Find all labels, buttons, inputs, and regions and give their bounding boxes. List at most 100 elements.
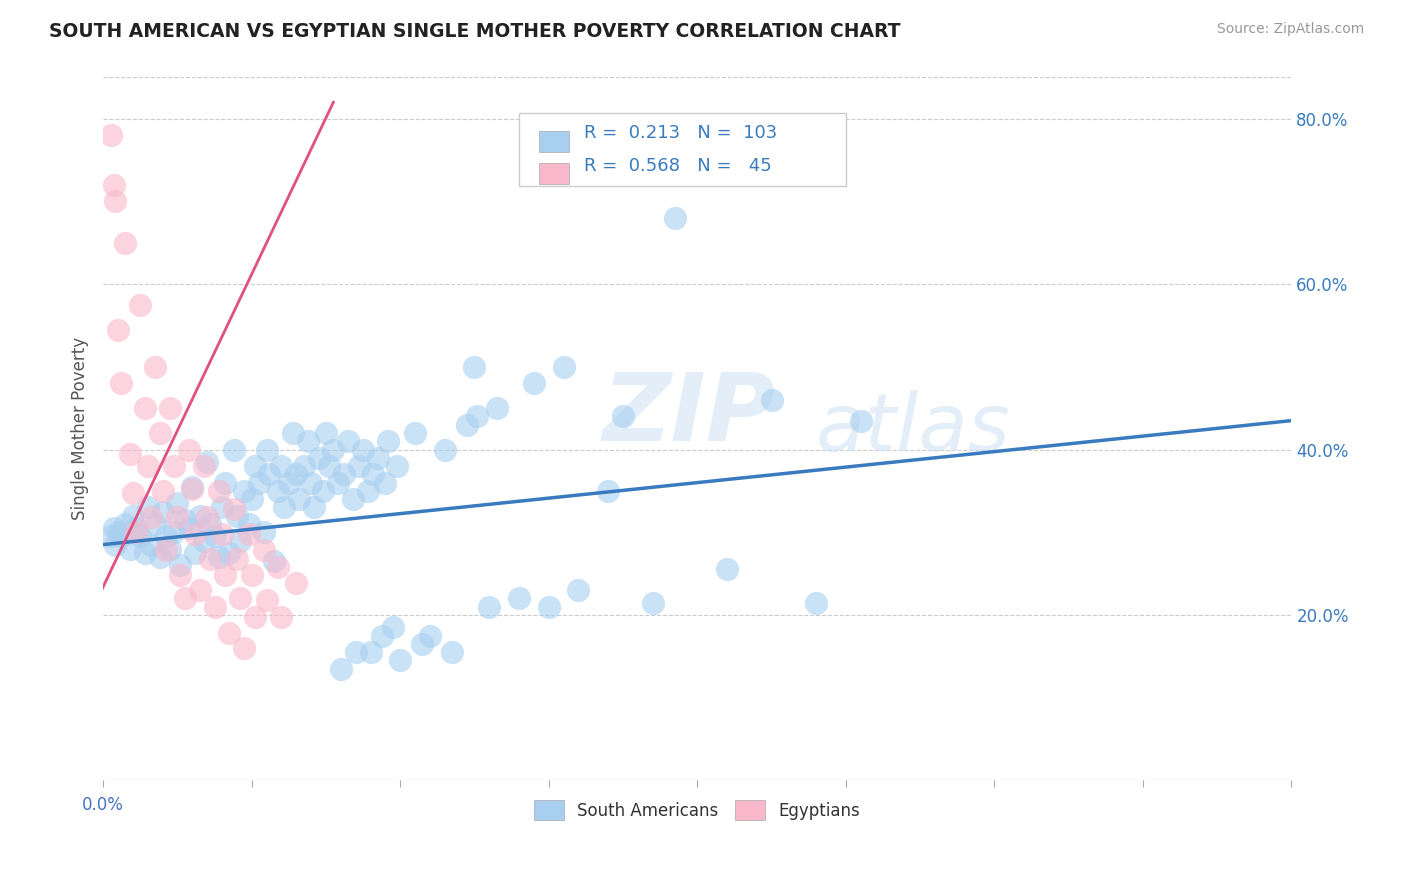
FancyBboxPatch shape <box>519 112 846 186</box>
Point <box>181 480 204 494</box>
Point <box>198 516 221 531</box>
Point <box>243 609 266 624</box>
Point <box>129 529 152 543</box>
Point <box>188 508 211 523</box>
Point <box>193 533 215 548</box>
Point <box>463 359 485 374</box>
Point <box>103 521 125 535</box>
Point <box>363 467 385 482</box>
Text: SOUTH AMERICAN VS EGYPTIAN SINGLE MOTHER POVERTY CORRELATION CHART: SOUTH AMERICAN VS EGYPTIAN SINGLE MOTHER… <box>49 22 901 41</box>
Point <box>107 323 129 337</box>
Point <box>100 128 122 143</box>
Point <box>315 425 337 440</box>
Point <box>136 500 159 515</box>
Point <box>229 591 252 606</box>
Point <box>322 442 344 457</box>
Y-axis label: Single Mother Poverty: Single Mother Poverty <box>72 337 89 520</box>
Point <box>240 568 263 582</box>
Point <box>179 521 201 535</box>
Point <box>104 194 127 209</box>
FancyBboxPatch shape <box>540 162 569 184</box>
Point <box>256 593 278 607</box>
Point <box>139 510 162 524</box>
Point <box>267 483 290 498</box>
Point <box>441 645 464 659</box>
Point <box>716 562 738 576</box>
Point <box>567 583 589 598</box>
Point <box>159 541 181 556</box>
Point <box>381 620 404 634</box>
Point <box>218 546 240 560</box>
Point <box>211 500 233 515</box>
Point <box>100 529 122 543</box>
Point <box>179 442 201 457</box>
FancyBboxPatch shape <box>540 131 569 152</box>
Point <box>148 425 170 440</box>
Point <box>360 645 382 659</box>
Text: Source: ZipAtlas.com: Source: ZipAtlas.com <box>1216 22 1364 37</box>
Point <box>404 425 426 440</box>
Point <box>329 662 352 676</box>
Point <box>143 359 166 374</box>
Point <box>139 538 162 552</box>
Point <box>259 467 281 482</box>
Point <box>163 525 186 540</box>
Point <box>118 541 141 556</box>
Point <box>419 629 441 643</box>
Point <box>332 467 354 482</box>
Point <box>467 409 489 424</box>
Point <box>664 211 686 225</box>
Point <box>356 483 378 498</box>
Point <box>195 510 218 524</box>
Point <box>129 298 152 312</box>
Point <box>121 508 143 523</box>
Point <box>225 508 247 523</box>
Point <box>277 475 299 490</box>
Point <box>641 595 664 609</box>
Point <box>285 576 308 591</box>
Point <box>204 599 226 614</box>
Point <box>283 425 305 440</box>
Point <box>218 626 240 640</box>
Point <box>299 475 322 490</box>
Point <box>302 500 325 515</box>
Point <box>125 525 148 540</box>
Point <box>537 599 560 614</box>
Point <box>118 447 141 461</box>
Point <box>229 533 252 548</box>
Point <box>152 483 174 498</box>
Point <box>198 551 221 566</box>
Point <box>166 496 188 510</box>
Point <box>252 543 274 558</box>
Point <box>169 558 191 573</box>
Point <box>169 568 191 582</box>
Point <box>208 483 231 498</box>
Point <box>134 546 156 560</box>
Point <box>166 510 188 524</box>
Point <box>612 409 634 424</box>
Point <box>208 549 231 564</box>
Point <box>342 492 364 507</box>
Point <box>204 529 226 543</box>
Point <box>125 521 148 535</box>
Point <box>377 434 399 449</box>
Point <box>193 459 215 474</box>
Point <box>344 645 367 659</box>
Legend: South Americans, Egyptians: South Americans, Egyptians <box>529 796 866 825</box>
Point <box>312 483 335 498</box>
Point <box>214 568 236 582</box>
Point <box>143 516 166 531</box>
Point <box>456 417 478 432</box>
Point <box>553 359 575 374</box>
Point <box>761 392 783 407</box>
Point <box>318 459 340 474</box>
Point <box>485 401 508 416</box>
Point <box>804 595 827 609</box>
Point <box>371 629 394 643</box>
Point <box>478 599 501 614</box>
Point <box>252 525 274 540</box>
Point <box>267 560 290 574</box>
Point <box>308 450 330 465</box>
Point <box>107 525 129 540</box>
Point <box>222 502 245 516</box>
